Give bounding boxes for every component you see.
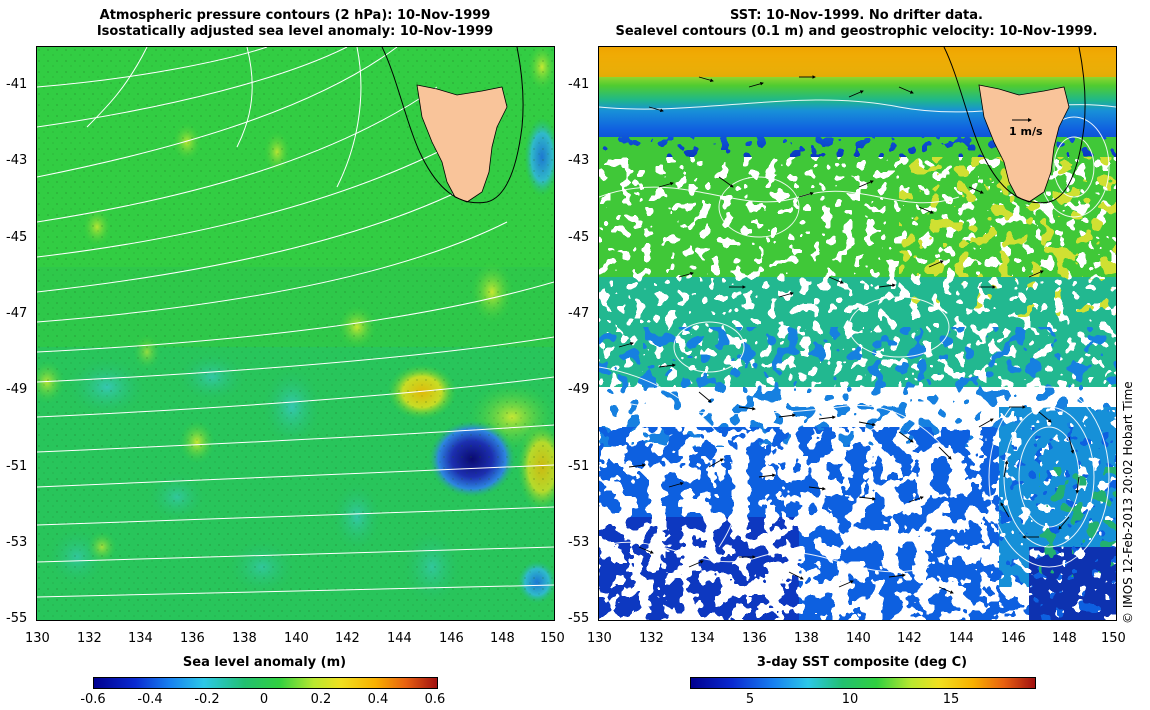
right-x-tick-6: 140 [846, 631, 871, 646]
right-y-tick-4: -47 [568, 306, 590, 321]
sea-level-contours [599, 99, 1116, 573]
left-y-tick-3: -45 [6, 230, 28, 245]
left-cbar-tick-1: -0.6 [80, 692, 106, 707]
tasmania-land [978, 84, 1070, 203]
left-x-tick-8: 144 [387, 631, 412, 646]
left-cbar-tick-2: -0.4 [137, 692, 163, 707]
right-x-tick-1: 130 [587, 631, 612, 646]
sst-map[interactable]: 1 m/s [598, 46, 1117, 621]
left-x-tick-1: 130 [25, 631, 50, 646]
right-x-tick-7: 142 [897, 631, 922, 646]
bathymetry-contour [943, 47, 1086, 204]
left-title-line1: Atmospheric pressure contours (2 hPa): 1… [99, 8, 491, 23]
right-cbar-tick-2: 10 [841, 692, 859, 707]
right-title-line2: Sealevel contours (0.1 m) and geostrophi… [615, 24, 1098, 39]
left-x-tick-11: 150 [540, 631, 565, 646]
right-x-tick-11: 150 [1101, 631, 1126, 646]
sst-colorbar [690, 677, 1036, 689]
sea-level-anomaly-svg [37, 47, 554, 620]
left-title: Atmospheric pressure contours (2 hPa): 1… [36, 8, 554, 40]
right-colorbar-label: 3-day SST composite (deg C) [756, 655, 968, 670]
left-y-tick-6: -51 [6, 459, 28, 474]
left-x-tick-5: 138 [232, 631, 257, 646]
right-y-tick-7: -53 [568, 535, 590, 550]
left-x-tick-2: 132 [77, 631, 102, 646]
right-x-tick-5: 138 [794, 631, 819, 646]
left-cbar-tick-5: 0.2 [310, 692, 332, 707]
left-cbar-tick-4: 0 [259, 692, 269, 707]
left-y-tick-4: -47 [6, 306, 28, 321]
left-x-tick-7: 142 [335, 631, 360, 646]
left-cbar-tick-7: 0.6 [424, 692, 446, 707]
right-y-tick-6: -51 [568, 459, 590, 474]
left-x-tick-6: 140 [284, 631, 309, 646]
left-y-tick-2: -43 [6, 153, 28, 168]
right-cbar-tick-1: 5 [745, 692, 755, 707]
left-x-tick-9: 146 [439, 631, 464, 646]
right-y-tick-3: -45 [568, 230, 590, 245]
sst-svg [599, 47, 1116, 620]
bathymetry-contour [381, 47, 524, 204]
right-title-line1: SST: 10-Nov-1999. No drifter data. [730, 8, 983, 23]
right-y-tick-1: -41 [568, 77, 590, 92]
left-cbar-tick-6: 0.4 [367, 692, 389, 707]
right-y-tick-8: -55 [568, 611, 590, 626]
tasmania-land [416, 84, 508, 203]
right-x-tick-3: 134 [690, 631, 715, 646]
left-title-line2: Isostatically adjusted sea level anomaly… [96, 24, 494, 39]
left-x-tick-10: 148 [490, 631, 515, 646]
right-x-tick-4: 136 [742, 631, 767, 646]
right-y-tick-2: -43 [568, 153, 590, 168]
right-x-tick-9: 146 [1001, 631, 1026, 646]
velocity-arrows [618, 75, 1080, 594]
right-x-tick-10: 148 [1052, 631, 1077, 646]
right-cbar-tick-3: 15 [942, 692, 960, 707]
right-y-tick-5: -49 [568, 382, 590, 397]
left-y-tick-1: -41 [6, 77, 28, 92]
left-x-tick-4: 136 [180, 631, 205, 646]
left-y-tick-7: -53 [6, 535, 28, 550]
sea-level-anomaly-map[interactable] [36, 46, 555, 621]
right-title: SST: 10-Nov-1999. No drifter data. Seale… [598, 8, 1115, 40]
imos-credit: © IMOS 12-Feb-2013 20:02 Hobart Time [1121, 381, 1135, 624]
left-colorbar-label: Sea level anomaly (m) [182, 655, 347, 670]
left-cbar-tick-3: -0.2 [194, 692, 220, 707]
left-y-tick-8: -55 [6, 611, 28, 626]
pressure-contours [37, 47, 554, 598]
sea-level-colorbar [93, 677, 438, 689]
right-x-tick-8: 144 [949, 631, 974, 646]
right-x-tick-2: 132 [639, 631, 664, 646]
velocity-scale-label: 1 m/s [1009, 125, 1043, 138]
left-x-tick-3: 134 [128, 631, 153, 646]
left-y-tick-5: -49 [6, 382, 28, 397]
